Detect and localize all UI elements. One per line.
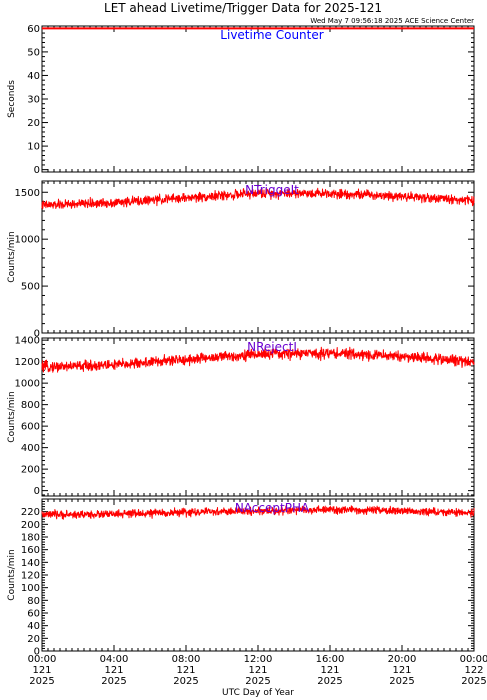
y-tick-label: 140 xyxy=(21,558,40,569)
livetime-panel: Seconds Livetime Counter xyxy=(7,25,475,173)
plot-frame xyxy=(41,337,475,497)
x-tick-label: 2025 xyxy=(173,676,198,687)
x-tick-label: 2025 xyxy=(317,676,342,687)
y-tick-label: 50 xyxy=(27,47,40,58)
x-tick-label: 2025 xyxy=(101,676,126,687)
x-tick-label: 16:00 xyxy=(316,654,345,665)
y-tick-label: 100 xyxy=(21,583,40,594)
y-tick-label: 0 xyxy=(34,165,40,176)
y-tick-label: 1500 xyxy=(15,188,40,199)
x-tick-label: 121 xyxy=(392,665,411,676)
x-tick-label: 121 xyxy=(176,665,195,676)
y-axis-label: Counts/min xyxy=(7,231,17,282)
y-tick-label: 200 xyxy=(21,465,40,476)
x-tick-label: 2025 xyxy=(29,676,54,687)
y-tick-label: 1000 xyxy=(15,235,40,246)
series-line xyxy=(41,187,475,210)
x-tick-label: 00:00 xyxy=(460,654,487,665)
x-tick-label: 121 xyxy=(320,665,339,676)
chart-title: LET ahead Livetime/Trigger Data for 2025… xyxy=(104,1,382,15)
x-axis-label: UTC Day of Year xyxy=(222,688,294,698)
plot-frame xyxy=(41,498,475,652)
y-tick-label: 1400 xyxy=(15,336,40,347)
y-tick-label: 200 xyxy=(21,520,40,531)
x-tick-label: 121 xyxy=(104,665,123,676)
naccept-panel: Counts/min NAcceptPHA xyxy=(7,498,475,652)
y-axis-label: Seconds xyxy=(7,80,17,118)
x-tick-label: 121 xyxy=(32,665,51,676)
panel-title: NTriggeIt xyxy=(245,183,299,197)
y-tick-label: 600 xyxy=(21,422,40,433)
y-tick-label: 40 xyxy=(27,71,40,82)
y-tick-label: 0 xyxy=(34,486,40,497)
y-tick-label: 40 xyxy=(27,621,40,632)
series-line xyxy=(41,505,475,520)
x-tick-label: 122 xyxy=(464,665,483,676)
y-tick-label: 800 xyxy=(21,400,40,411)
y-tick-label: 30 xyxy=(27,95,40,106)
y-tick-label: 180 xyxy=(21,533,40,544)
x-tick-label: 12:00 xyxy=(244,654,273,665)
y-tick-label: 60 xyxy=(27,24,40,35)
y-tick-label: 220 xyxy=(21,507,40,518)
chart-timestamp: Wed May 7 09:56:18 2025 ACE Science Cent… xyxy=(310,17,474,25)
y-tick-label: 160 xyxy=(21,545,40,556)
x-tick-label: 121 xyxy=(248,665,267,676)
x-tick-label: 2025 xyxy=(389,676,414,687)
plot-frame xyxy=(41,25,475,173)
y-tick-label: 60 xyxy=(27,609,40,620)
y-tick-label: 400 xyxy=(21,443,40,454)
x-tick-label: 00:00 xyxy=(28,654,57,665)
y-axis-label: Counts/min xyxy=(7,391,17,442)
series-line xyxy=(41,346,475,373)
x-tick-label: 2025 xyxy=(245,676,270,687)
panel-title: NAcceptPHA xyxy=(235,501,310,515)
y-tick-label: 10 xyxy=(27,142,40,153)
y-tick-label: 120 xyxy=(21,571,40,582)
y-tick-label: 20 xyxy=(27,118,40,129)
nreject-panel: Counts/min NRejectI xyxy=(7,337,475,497)
panel-title: NRejectI xyxy=(247,340,297,354)
x-tick-label: 2025 xyxy=(461,676,486,687)
y-tick-label: 0 xyxy=(34,647,40,658)
y-tick-label: 500 xyxy=(21,282,40,293)
y-tick-label: 1200 xyxy=(15,357,40,368)
y-tick-label: 1000 xyxy=(15,379,40,390)
x-tick-label: 20:00 xyxy=(388,654,417,665)
ntrigger-panel: Counts/min NTriggeIt xyxy=(7,180,475,334)
panel-title: Livetime Counter xyxy=(220,28,323,42)
y-tick-label: 20 xyxy=(27,634,40,645)
x-tick-label: 08:00 xyxy=(172,654,201,665)
y-tick-label: 0 xyxy=(34,329,40,340)
y-axis-label: Counts/min xyxy=(7,549,17,600)
y-tick-label: 80 xyxy=(27,596,40,607)
x-tick-label: 04:00 xyxy=(100,654,129,665)
